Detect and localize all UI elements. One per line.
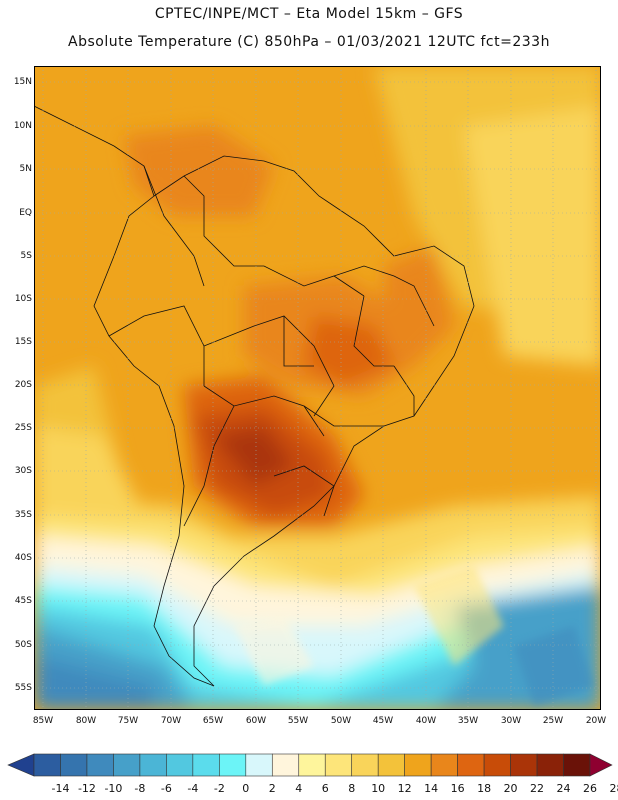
colorbar-arrow-high <box>589 753 613 777</box>
colorbar-tick-label: 10 <box>371 782 386 795</box>
colorbar-swatch <box>86 753 114 777</box>
colorbar-swatch <box>219 753 247 777</box>
colorbar-swatch <box>404 753 432 777</box>
lat-label-50s: 50S <box>14 640 32 650</box>
colorbar-tick-label: 0 <box>242 782 250 795</box>
coastlines-and-borders <box>34 105 475 687</box>
colorbar-swatch <box>33 753 61 777</box>
colorbar-arrow-low <box>7 753 35 777</box>
colorbar-swatch <box>113 753 141 777</box>
colorbar-swatch <box>192 753 220 777</box>
colorbar-tick-label: 24 <box>556 782 571 795</box>
temperature-colorbar <box>7 753 613 777</box>
colorbar-swatch <box>298 753 326 777</box>
lon-label-85w: 85W <box>32 716 54 726</box>
colorbar-swatch <box>510 753 538 777</box>
colorbar-swatch <box>245 753 273 777</box>
colorbar-tick-label: -14 <box>51 782 70 795</box>
lon-label-60w: 60W <box>245 716 267 726</box>
lat-label-25s: 25S <box>14 423 32 433</box>
colorbar-tick-label: -8 <box>134 782 146 795</box>
lon-label-50w: 50W <box>330 716 352 726</box>
colorbar-swatch <box>324 753 353 777</box>
colorbar-swatch <box>563 753 591 777</box>
lat-label-15s: 15S <box>14 337 32 347</box>
colorbar-tick-label: 16 <box>450 782 465 795</box>
lat-label-45s: 45S <box>14 596 32 606</box>
lon-label-20w: 20W <box>585 716 607 726</box>
lon-label-30w: 30W <box>500 716 522 726</box>
colorbar-swatch <box>139 753 167 777</box>
lat-label-eq: EQ <box>19 208 32 218</box>
lon-label-75w: 75W <box>117 716 139 726</box>
temperature-map <box>34 66 601 710</box>
colorbar-tick-label: -10 <box>104 782 123 795</box>
lat-label-55s: 55S <box>14 683 32 693</box>
colorbar-swatch <box>60 753 88 777</box>
colorbar-swatch <box>166 753 194 777</box>
colorbar-tick-label: 18 <box>477 782 492 795</box>
colorbar-tick-label: 14 <box>424 782 439 795</box>
lat-label-20s: 20S <box>14 380 32 390</box>
lon-label-45w: 45W <box>372 716 394 726</box>
colorbar-tick-label: 4 <box>295 782 303 795</box>
colorbar-swatch <box>536 753 564 777</box>
colorbar-tick-label: 28 <box>609 782 618 795</box>
colorbar-tick-label: 26 <box>583 782 597 795</box>
colorbar-swatch <box>483 753 511 777</box>
colorbar-tick-label: 20 <box>503 782 518 795</box>
lat-label-30s: 30S <box>14 466 32 476</box>
colorbar-swatch <box>351 753 379 777</box>
lat-label-5s: 5S <box>20 251 32 261</box>
lat-label-40s: 40S <box>14 553 32 563</box>
colorbar-tick-label: 8 <box>348 782 356 795</box>
colorbar-swatch <box>377 753 405 777</box>
colorbar-tick-label: 2 <box>268 782 276 795</box>
colorbar-swatch <box>430 753 458 777</box>
lat-label-5n: 5N <box>19 164 32 174</box>
lat-label-15n: 15N <box>13 77 32 87</box>
colorbar-tick-label: -6 <box>160 782 172 795</box>
map-panel <box>34 66 601 710</box>
colorbar-tick-label: -4 <box>187 782 199 795</box>
lon-label-70w: 70W <box>160 716 182 726</box>
colorbar-tick-label: 22 <box>530 782 545 795</box>
lon-label-35w: 35W <box>457 716 479 726</box>
lat-label-10s: 10S <box>14 294 32 304</box>
lon-label-40w: 40W <box>415 716 437 726</box>
colorbar-tick-label: 12 <box>397 782 412 795</box>
graticule <box>34 66 601 710</box>
map-border <box>34 66 601 710</box>
colorbar-tick-label: -12 <box>77 782 96 795</box>
colorbar-tick-label: -2 <box>213 782 225 795</box>
colorbar-swatch <box>271 753 300 777</box>
lon-label-80w: 80W <box>75 716 97 726</box>
chart-title-line2: Absolute Temperature (C) 850hPa – 01/03/… <box>68 34 550 50</box>
lon-label-25w: 25W <box>542 716 564 726</box>
chart-title-line1: CPTEC/INPE/MCT – Eta Model 15km – GFS <box>154 6 464 22</box>
colorbar-tick-label: 6 <box>321 782 329 795</box>
lon-label-55w: 55W <box>287 716 309 726</box>
lat-label-35s: 35S <box>14 510 32 520</box>
temperature-shading <box>34 66 601 710</box>
lon-label-65w: 65W <box>202 716 224 726</box>
lat-label-10n: 10N <box>13 121 32 131</box>
colorbar-swatch <box>457 753 485 777</box>
